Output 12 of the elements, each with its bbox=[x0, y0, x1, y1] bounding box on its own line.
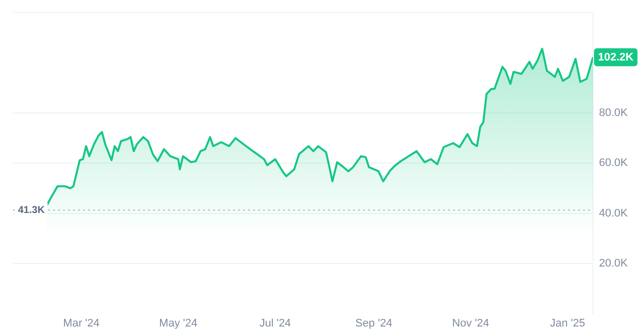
y-tick-label: 20.0K bbox=[599, 258, 628, 270]
ref-line-label: 41.3K bbox=[18, 204, 46, 216]
x-tick-label: Jan '25 bbox=[550, 317, 586, 330]
y-tick-label: 40.0K bbox=[599, 207, 628, 220]
x-tick-label: Mar '24 bbox=[63, 317, 100, 330]
x-tick-label: Jul '24 bbox=[259, 317, 291, 330]
x-tick-label: Sep '24 bbox=[355, 317, 392, 330]
annotation: 102.2K bbox=[598, 51, 634, 64]
x-tick-label: May '24 bbox=[159, 317, 198, 330]
y-tick-label: 60.0K bbox=[599, 157, 628, 170]
y-tick-label: 80.0K bbox=[599, 107, 628, 120]
x-tick-label: Nov '24 bbox=[452, 317, 490, 330]
